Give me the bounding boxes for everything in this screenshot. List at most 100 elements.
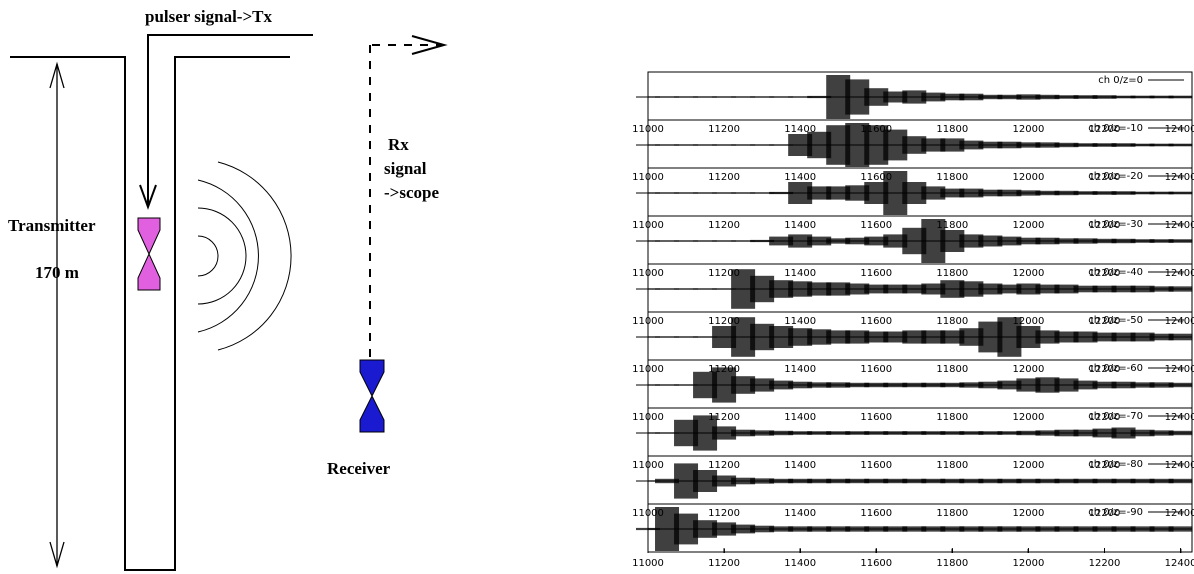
trace-envelope [864,382,889,388]
x-tick-label: 11200 [708,412,740,423]
x-tick-label: 11600 [860,268,892,279]
legend-label: ch 0/z=-90 [1088,507,1143,518]
trace-envelope [750,192,775,194]
rx-label: signal [384,159,427,178]
x-tick-label: 11800 [936,268,968,279]
x-tick-label: 11200 [708,558,740,569]
trace-envelope [978,283,1003,295]
trace-envelope [1054,190,1079,196]
trace-envelope [750,144,775,146]
trace-envelope [1035,94,1060,100]
trace-envelope [1168,526,1193,532]
cable-arrow [139,184,157,210]
trace-envelope [655,288,680,290]
x-tick-label: 11600 [860,412,892,423]
trace-envelope [712,96,737,98]
cable [147,34,313,205]
x-tick-label: 11200 [708,268,740,279]
trace-envelope [1168,191,1193,195]
trace-envelope [1035,330,1060,344]
trace-envelope [636,288,660,290]
trace-envelope [807,478,832,484]
wave [197,179,259,333]
trace-envelope [845,526,870,532]
trace-envelope [997,380,1022,390]
receiver [359,359,385,433]
x-tick-label: 11400 [784,558,816,569]
trace-envelope [902,90,927,104]
trace-envelope [1054,95,1079,99]
borehole [10,34,448,571]
x-tick-label: 12400 [1165,364,1194,375]
trace-envelope [1130,332,1155,342]
trace-envelope [1111,332,1136,342]
x-tick-label: 12400 [1165,220,1194,231]
wave [197,235,219,277]
trace-envelope [1073,191,1098,195]
trace-envelope [1111,238,1136,244]
trace-envelope [1111,143,1136,147]
trace-envelope [1168,143,1193,147]
trace-envelope [1130,239,1155,243]
trace-envelope [826,431,851,435]
trace-envelope [1111,381,1136,389]
trace-envelope [807,282,832,296]
trace-envelope [636,480,660,482]
x-tick-label: 11400 [784,124,816,135]
trace-envelope [769,96,794,98]
trace-envelope [769,280,794,298]
x-tick-label: 11400 [784,460,816,471]
x-tick-label: 11400 [784,364,816,375]
trace-envelope [655,240,680,242]
x-tick-label: 11600 [860,460,892,471]
trace-envelope [959,140,984,150]
x-tick-label: 11200 [708,172,740,183]
trace-envelope [655,336,680,338]
wave [217,161,292,351]
x-tick-label: 12000 [1013,172,1045,183]
legend-label: ch 0/z=-60 [1088,363,1143,374]
rx-arrowhead [411,35,448,55]
trace-envelope [1073,285,1098,293]
trace-envelope [788,526,813,532]
trace-envelope [997,189,1022,197]
x-tick-label: 12000 [1013,412,1045,423]
trace-envelope [959,382,984,388]
trace-envelope [712,240,737,242]
trace-envelope [807,382,832,388]
trace-envelope [674,144,699,146]
trace-envelope [1111,427,1136,439]
trace-envelope [1073,429,1098,437]
trace-envelope [1092,332,1117,342]
trace-envelope [1149,382,1174,388]
legend-label: ch 0/z=-50 [1088,315,1143,326]
trace-envelope [826,238,851,244]
trace-envelope [1016,430,1041,436]
trace-envelope [655,192,680,194]
legend-label: ch 0/z=-40 [1088,267,1143,278]
trace-envelope [1016,478,1041,484]
trace-envelope [1073,478,1098,484]
legend-label: ch 0/z=-30 [1088,219,1143,230]
trace-envelope [731,144,756,146]
x-tick-label: 11400 [784,316,816,327]
trace-envelope [750,430,775,436]
borehole-outline [10,56,290,571]
trace-envelope [731,376,756,394]
trace-envelope [845,283,870,295]
trace-envelope [807,186,832,200]
trace-envelope [807,95,832,99]
trace-envelope [731,192,756,194]
wave [197,207,247,305]
trace-envelope [902,478,927,484]
legend-label: ch 0/z=-70 [1088,411,1143,422]
trace-envelope [750,478,775,484]
legend-label: ch 0/z=-10 [1088,123,1143,134]
x-tick-label: 12000 [1013,460,1045,471]
trace-envelope [788,478,813,484]
trace-envelope [788,134,813,156]
trace-envelope [731,477,756,485]
x-tick-label: 12000 [1013,558,1045,569]
x-tick-label: 11400 [784,268,816,279]
trace-envelope [1054,526,1079,532]
